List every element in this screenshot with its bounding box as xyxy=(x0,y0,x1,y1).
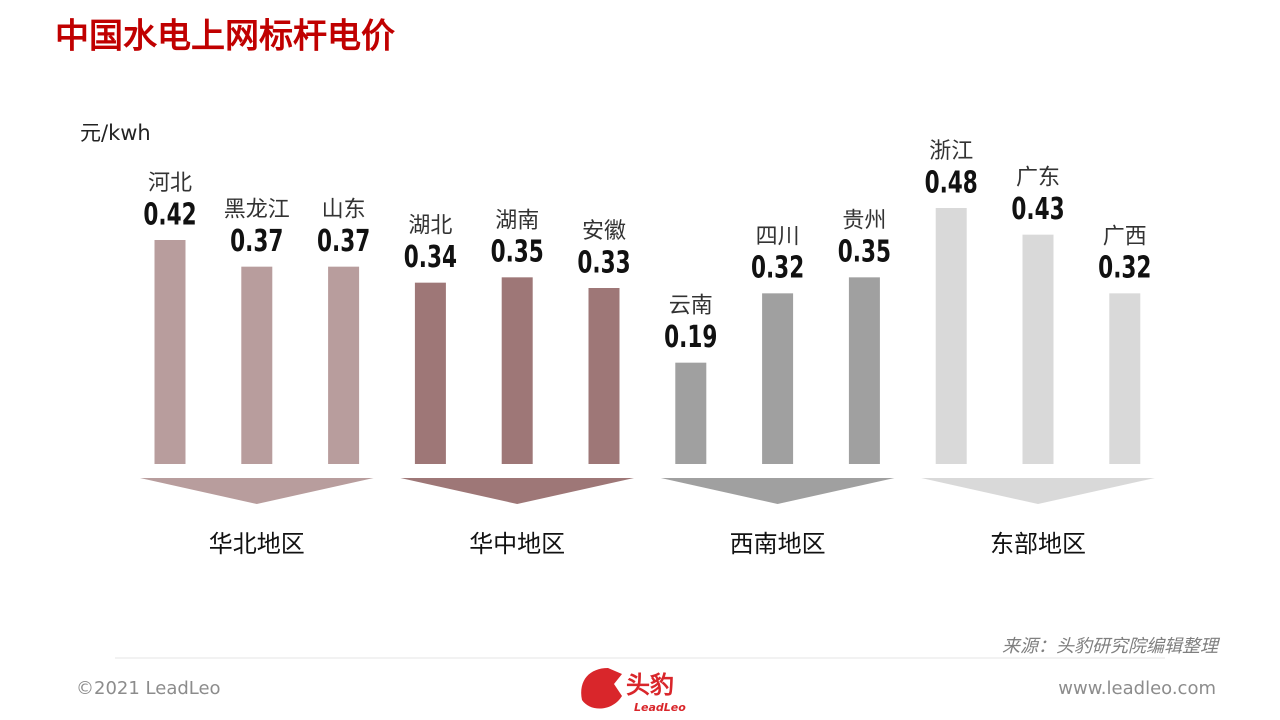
bar xyxy=(154,240,186,464)
bar xyxy=(588,288,620,464)
category-label: 贵州 xyxy=(842,208,886,233)
category-label: 河北 xyxy=(148,171,192,196)
logo-icon xyxy=(581,668,622,709)
category-label: 云南 xyxy=(669,294,713,319)
logo-en: LeadLeo xyxy=(634,701,686,714)
group-arrow xyxy=(400,478,634,504)
logo: 头豹 LeadLeo xyxy=(581,668,686,714)
value-label: 0.43 xyxy=(1011,192,1064,226)
copyright: ©2021 LeadLeo xyxy=(76,678,221,699)
logo-cn: 头豹 xyxy=(626,671,674,699)
group-arrow xyxy=(660,478,895,504)
value-label: 0.19 xyxy=(664,320,717,354)
value-label: 0.33 xyxy=(577,246,630,280)
group-arrow xyxy=(140,478,374,504)
category-label: 四川 xyxy=(756,224,800,249)
source: 来源：头豹研究院编辑整理 xyxy=(1002,636,1221,657)
bar xyxy=(675,362,707,464)
group-label: 华北地区 xyxy=(209,530,305,558)
group-arrow xyxy=(921,478,1155,504)
group-label: 西南地区 xyxy=(730,530,826,558)
value-label: 0.35 xyxy=(491,235,544,269)
bar xyxy=(848,277,880,464)
category-label: 广西 xyxy=(1103,224,1147,249)
bar xyxy=(1109,293,1141,464)
category-label: 安徽 xyxy=(582,219,626,244)
category-label: 广东 xyxy=(1016,166,1060,191)
value-label: 0.32 xyxy=(1098,251,1151,285)
unit-label: 元/kwh xyxy=(80,121,151,145)
category-label: 湖北 xyxy=(408,214,452,239)
bar xyxy=(241,266,273,464)
category-label: 湖南 xyxy=(495,208,539,233)
category-label: 山东 xyxy=(322,198,366,223)
bar xyxy=(414,282,446,464)
bar xyxy=(1022,234,1054,464)
value-label: 0.37 xyxy=(230,224,283,258)
bar xyxy=(501,277,533,464)
value-label: 0.48 xyxy=(925,166,978,200)
value-label: 0.32 xyxy=(751,251,804,285)
group-label: 东部地区 xyxy=(990,530,1086,558)
chart-title: 中国水电上网标杆电价 xyxy=(55,17,395,57)
value-label: 0.42 xyxy=(143,198,196,232)
category-label: 浙江 xyxy=(929,139,973,164)
value-label: 0.37 xyxy=(317,224,370,258)
bar xyxy=(762,293,794,464)
group-label: 华中地区 xyxy=(469,530,565,558)
value-label: 0.35 xyxy=(838,235,891,269)
category-label: 黑龙江 xyxy=(224,198,290,223)
bar xyxy=(328,266,360,464)
bar xyxy=(935,208,967,464)
value-label: 0.34 xyxy=(404,240,457,274)
website: www.leadleo.com xyxy=(1058,678,1216,699)
